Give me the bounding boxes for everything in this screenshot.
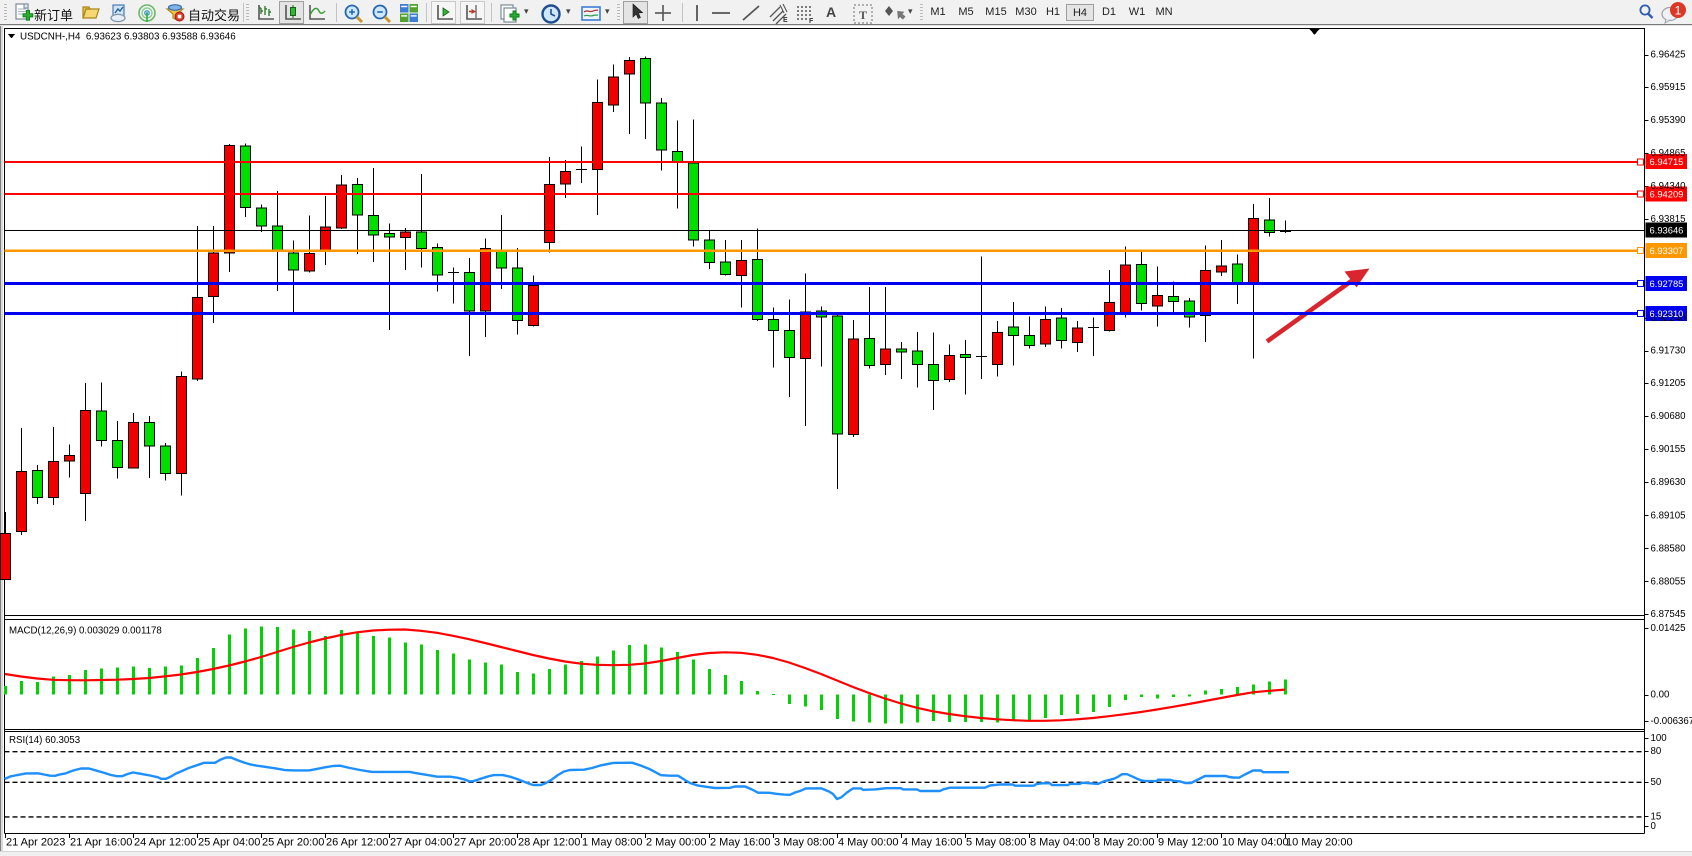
svg-text:2 May 16:00: 2 May 16:00 [710,837,771,849]
svg-text:6.88055: 6.88055 [1651,576,1686,587]
svg-text:24 Apr 12:00: 24 Apr 12:00 [134,837,196,849]
svg-text:6.89105: 6.89105 [1651,510,1686,521]
svg-text:2 May 00:00: 2 May 00:00 [646,837,707,849]
svg-text:6.91730: 6.91730 [1651,346,1687,357]
svg-text:27 Apr 04:00: 27 Apr 04:00 [390,837,452,849]
svg-text:1: 1 [1675,4,1682,18]
svg-text:6.89630: 6.89630 [1651,477,1687,488]
svg-text:9 May 12:00: 9 May 12:00 [1158,837,1219,849]
svg-text:80: 80 [1651,746,1662,757]
svg-text:6.90155: 6.90155 [1651,444,1686,455]
svg-text:3 May 08:00: 3 May 08:00 [774,837,835,849]
svg-text:27 Apr 20:00: 27 Apr 20:00 [454,837,516,849]
svg-text:8 May 20:00: 8 May 20:00 [1094,837,1155,849]
svg-text:6.95915: 6.95915 [1651,82,1686,93]
svg-text:4 May 16:00: 4 May 16:00 [902,837,963,849]
svg-text:15: 15 [1651,811,1662,822]
svg-text:6.90680: 6.90680 [1651,411,1687,422]
svg-text:21 Apr 2023: 21 Apr 2023 [6,837,65,849]
svg-text:10 May 04:00: 10 May 04:00 [1222,837,1289,849]
svg-text:10 May 20:00: 10 May 20:00 [1286,837,1353,849]
svg-text:MACD(12,26,9) 0.003029 0.00117: MACD(12,26,9) 0.003029 0.001178 [9,626,162,637]
svg-text:6.93307: 6.93307 [1650,245,1684,256]
svg-text:5 May 08:00: 5 May 08:00 [966,837,1027,849]
svg-text:6.96425: 6.96425 [1651,50,1686,61]
svg-text:1 May 08:00: 1 May 08:00 [582,837,643,849]
svg-text:0.00: 0.00 [1651,690,1670,701]
svg-text:T: T [859,8,867,22]
svg-text:F: F [809,18,814,25]
svg-text:6.92785: 6.92785 [1650,278,1684,289]
svg-text:50: 50 [1651,777,1662,788]
svg-text:6.93646: 6.93646 [1650,225,1684,236]
svg-text:25 Apr 04:00: 25 Apr 04:00 [198,837,260,849]
svg-text:6.92310: 6.92310 [1650,308,1684,319]
svg-text:0: 0 [1651,821,1657,832]
svg-text:28 Apr 12:00: 28 Apr 12:00 [518,837,580,849]
svg-text:0.01425: 0.01425 [1651,623,1686,634]
svg-text:6.91205: 6.91205 [1651,378,1686,389]
svg-text:E: E [783,17,788,24]
svg-text:6.95390: 6.95390 [1651,115,1687,126]
svg-text:6.88580: 6.88580 [1651,543,1687,554]
svg-text:25 Apr 20:00: 25 Apr 20:00 [262,837,324,849]
svg-text:-0.006367: -0.006367 [1651,716,1692,727]
svg-text:USDCNH-,H4 6.93623 6.93803 6.: USDCNH-,H4 6.93623 6.93803 6.93588 6.936… [20,32,236,43]
svg-text:21 Apr 16:00: 21 Apr 16:00 [70,837,132,849]
svg-text:RSI(14) 60.3053: RSI(14) 60.3053 [9,735,80,746]
svg-text:6.94865: 6.94865 [1651,148,1686,159]
svg-text:6.94209: 6.94209 [1650,189,1684,200]
svg-text:4 May 00:00: 4 May 00:00 [838,837,899,849]
svg-text:26 Apr 12:00: 26 Apr 12:00 [326,837,388,849]
svg-text:6.92240: 6.92240 [1651,313,1687,324]
svg-text:8 May 04:00: 8 May 04:00 [1030,837,1091,849]
svg-text:6.87545: 6.87545 [1651,609,1686,620]
svg-text:6.94340: 6.94340 [1651,181,1687,192]
svg-text:6.94715: 6.94715 [1650,156,1684,167]
svg-text:6.93815: 6.93815 [1651,214,1686,225]
svg-text:100: 100 [1651,733,1668,744]
